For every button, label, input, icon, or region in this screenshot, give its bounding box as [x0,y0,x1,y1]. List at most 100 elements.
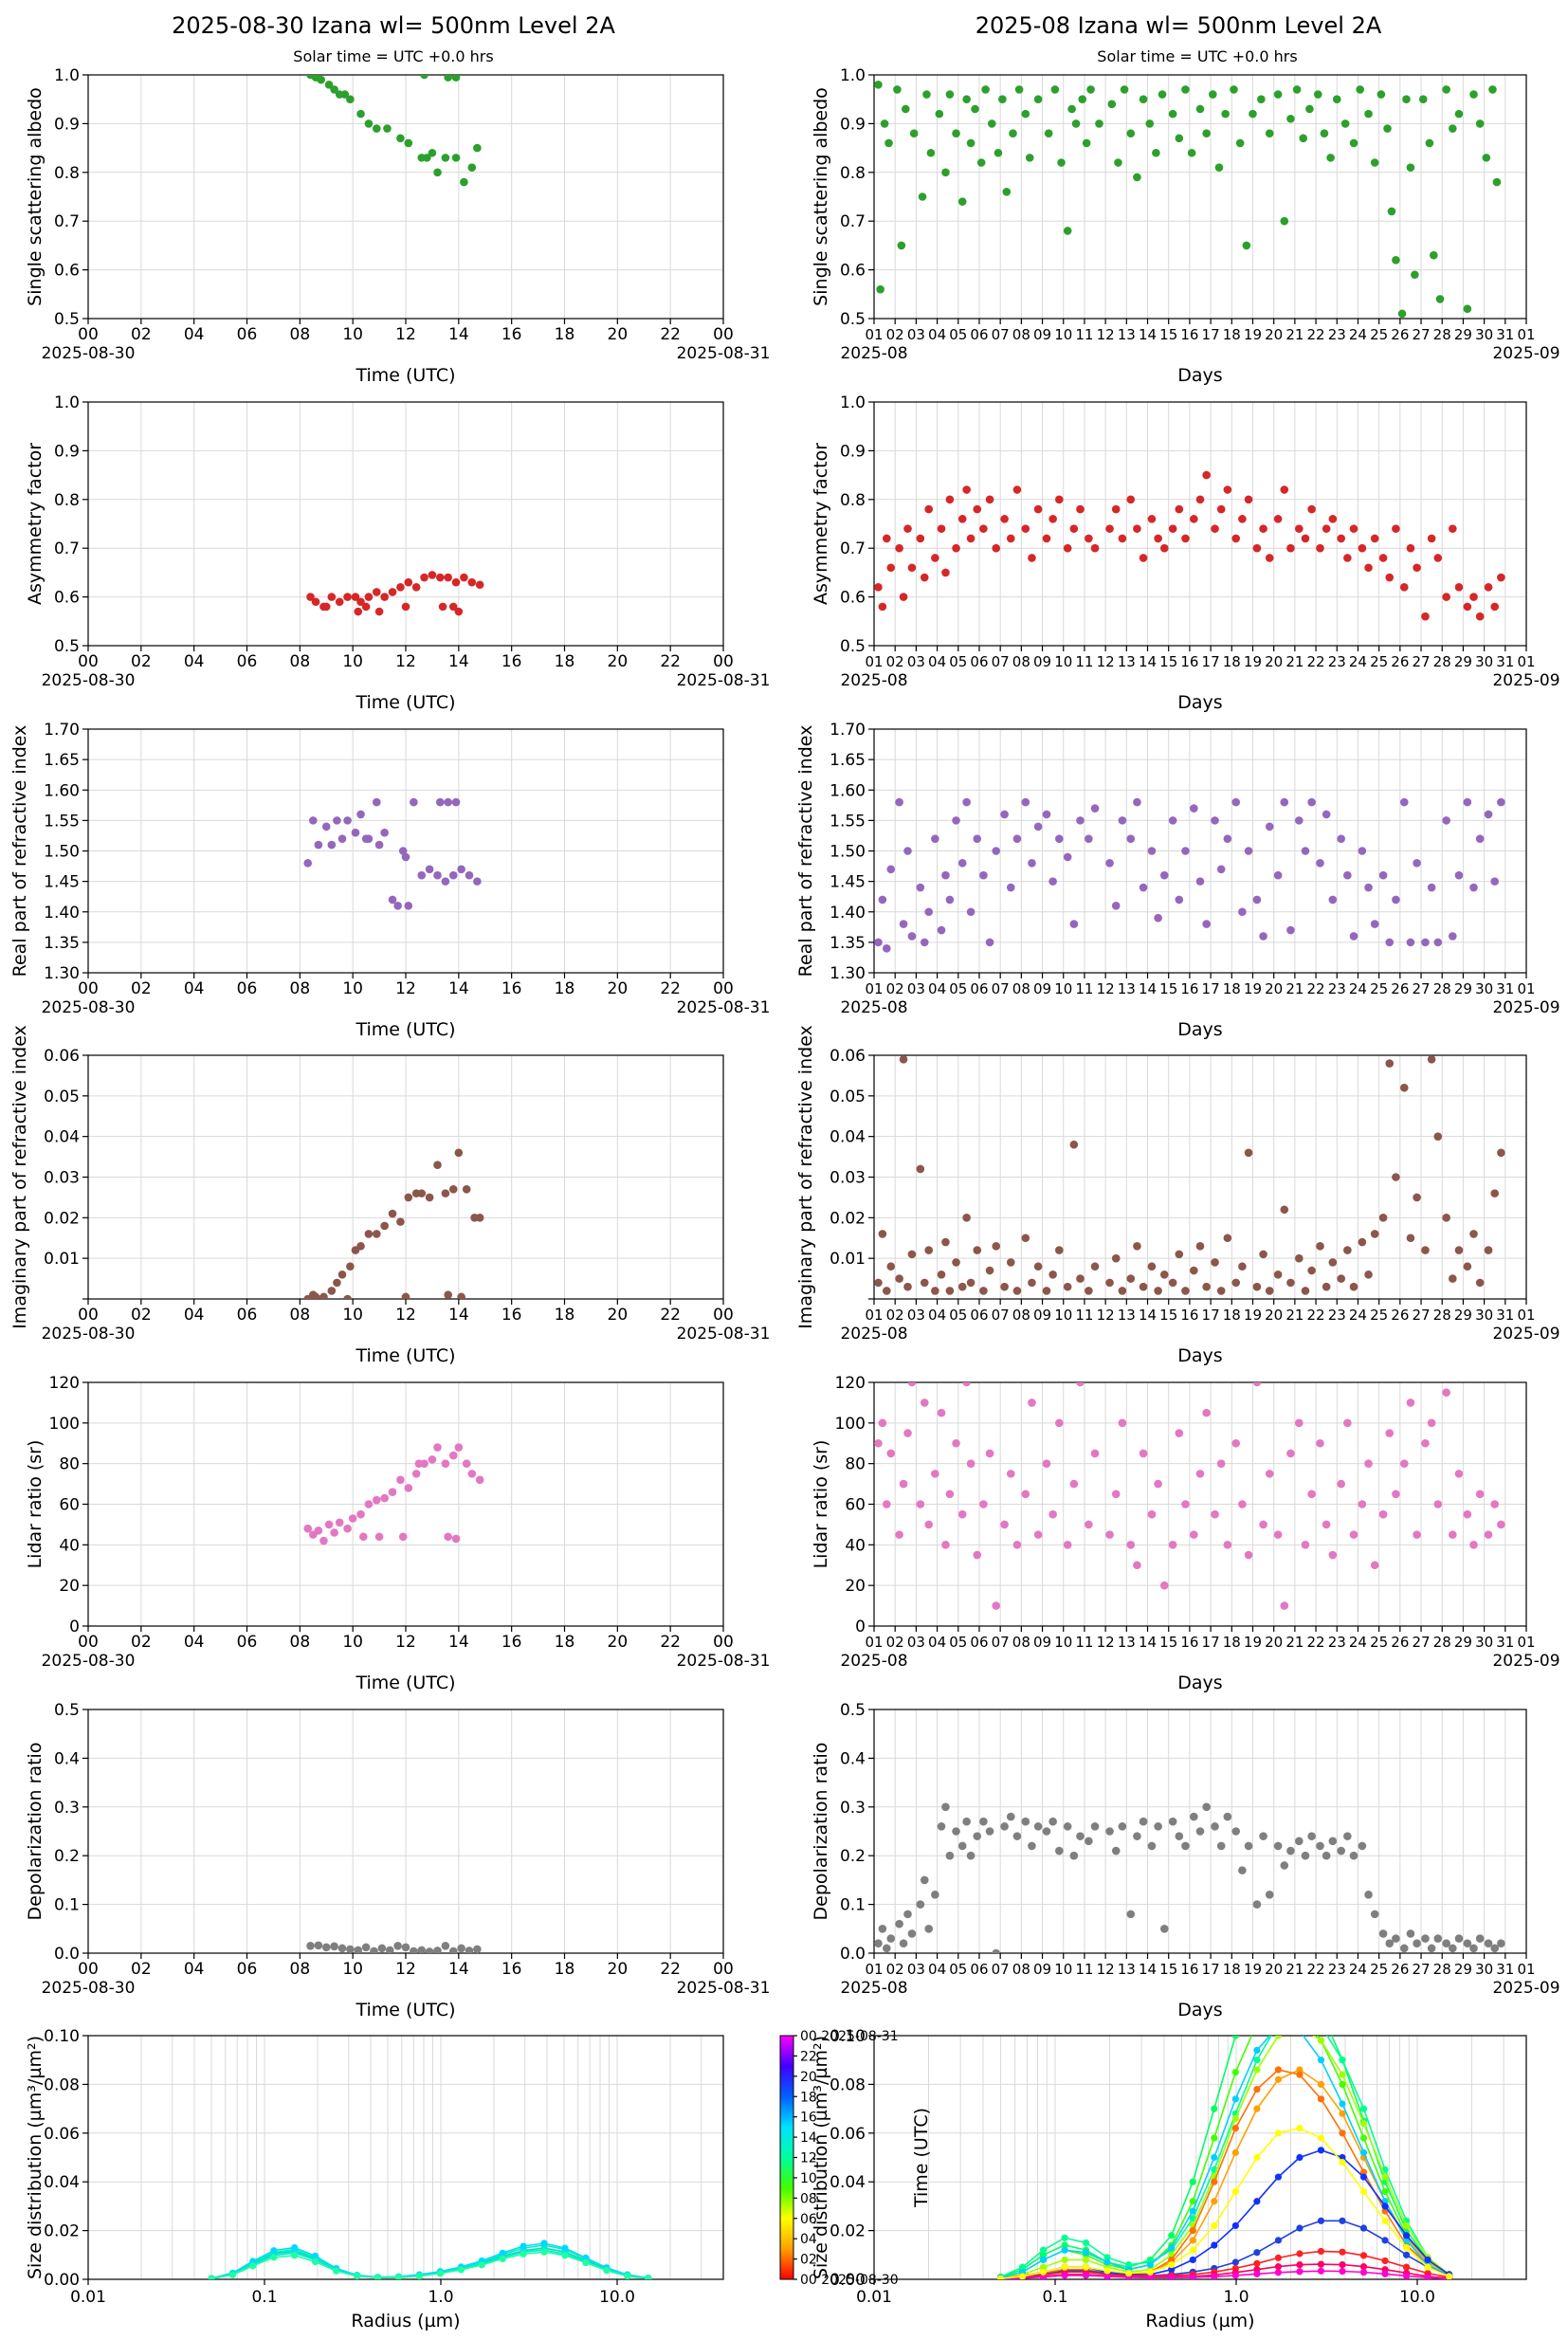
data-point [388,1488,397,1496]
y-tick-label: 0.06 [44,2125,80,2144]
x-tick-label: 15 [1159,1634,1177,1651]
data-point [907,1382,917,1387]
data-point [441,154,450,162]
data-point [1175,1832,1184,1840]
data-point [899,1479,908,1489]
data-point [1048,1271,1057,1279]
right-depol-chart: 0.00.10.20.30.40.501 02 03 04 05 06 07 08 09 10 11… [811,1701,1560,2020]
x-tick-label: 14 [448,979,469,998]
series-point [270,2254,278,2261]
data-point [994,148,1003,157]
data-point [1392,1934,1400,1943]
data-point [324,80,334,89]
data-point [428,571,437,579]
data-point [1231,534,1241,543]
x-tick-label: 02 [131,1633,152,1652]
axes-frame [87,2035,724,2280]
data-point [1063,1822,1072,1831]
data-point [457,865,465,874]
data-point [1006,1258,1015,1267]
x-tick-label: 25 [1370,326,1388,343]
data-point [1231,1278,1241,1288]
data-point [1175,134,1184,143]
x-tick-label: 00 [78,652,99,671]
data-point [308,1290,318,1299]
x-tick-label: 16 [501,979,522,998]
data-point [945,1490,955,1499]
data-point [1211,1822,1219,1831]
data-point [1223,834,1232,843]
x-tick-label: 29 [1454,326,1472,343]
data-point [451,75,461,82]
data-point [1139,1449,1148,1458]
colorbar-tick-label: 00 2025-08-31 [800,2029,899,2044]
x-tick-label: 16 [1180,980,1198,997]
data-point [451,154,461,162]
data-point [985,1266,994,1275]
x-tick-label: 27 [1412,1634,1430,1651]
data-point [1454,1934,1464,1943]
y-tick-label: 1.30 [830,964,866,983]
data-point [393,902,402,910]
series-point [1424,2274,1431,2279]
x-tick-label: 15 [1159,1961,1177,1978]
data-point [1475,612,1485,621]
data-point [1216,1287,1226,1295]
data-point [1326,154,1335,162]
y-tick-label: 0.06 [44,1047,80,1066]
data-point [1307,797,1316,807]
data-point [883,534,891,543]
data-point [973,1550,982,1560]
data-point [937,1408,946,1417]
series-point [354,2273,361,2279]
data-point [354,607,363,616]
data-point [895,1530,903,1539]
x-date-start: 2025-08 [840,998,907,1017]
data-point [1383,124,1392,133]
data-point [899,593,908,601]
x-tick-label: 01 [865,326,883,343]
y-tick-label: 0.8 [840,491,866,510]
data-point [1050,85,1060,94]
data-point [883,1944,891,1953]
x-tick-label: 21 [1285,326,1304,343]
series-point [208,2275,215,2279]
data-point [1301,1851,1310,1860]
data-point [425,1947,434,1953]
series-point [1339,2130,1346,2137]
data-point [433,1443,442,1452]
data-point [448,602,458,612]
data-point [380,828,389,837]
left-depol-chart: 0.0 0.1 0.2 0.3 0.4 0.5 00 02 04 06 08 10 12 14 16 18 20… [25,1701,770,2020]
data-point [962,797,971,807]
data-marks [208,2239,652,2279]
data-point [314,1941,323,1950]
series-line [1000,2036,1450,2279]
data-point [1154,534,1162,543]
data-point [1012,1541,1022,1549]
data-point [1181,1500,1190,1508]
series-point [228,2271,237,2278]
x-tick-label: 08 [290,652,311,671]
data-point [899,920,908,928]
x-tick-label: 23 [1328,1634,1346,1651]
data-point [388,895,397,905]
data-point [1399,1459,1409,1468]
data-point [343,593,352,601]
data-point [907,932,917,941]
data-point [1273,870,1283,880]
x-axis-label: Time (UTC) [355,1019,455,1040]
data-point [941,1802,950,1812]
axes-frame [873,1709,1527,1954]
x-tick-label: 04 [928,980,946,997]
series-point [540,2239,548,2247]
x-tick-label: 10.0 [1399,2288,1435,2307]
data-point [1364,109,1373,119]
data-point [1370,1561,1379,1570]
x-tick-label: 20 [1265,653,1283,670]
series-point [1253,1984,1260,1990]
data-point [346,1945,355,1953]
series-point [1211,2221,1218,2230]
data-point [1139,1817,1148,1826]
data-point [1069,1479,1079,1489]
